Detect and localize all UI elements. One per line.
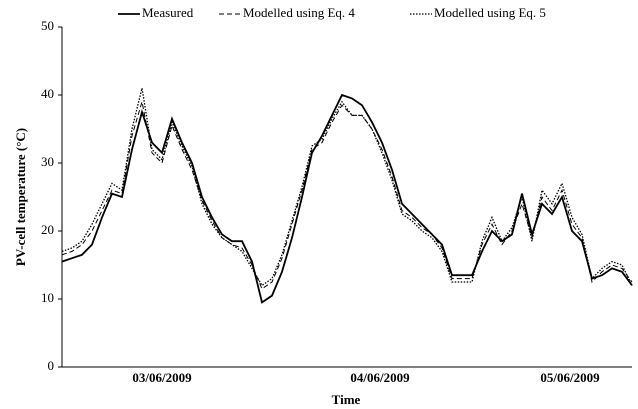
x-tick-label: 03/06/2009 [132, 370, 192, 385]
legend-label: Modelled using Eq. 4 [243, 5, 355, 20]
y-tick-label: 10 [41, 290, 54, 305]
y-tick-label: 40 [41, 86, 54, 101]
y-tick-label: 20 [41, 222, 54, 237]
series-line [61, 88, 633, 287]
y-tick-label: 0 [48, 358, 55, 373]
y-axis-label: PV-cell temperature (°C) [13, 128, 28, 266]
y-tick-label: 50 [41, 18, 54, 33]
series-line [61, 93, 633, 304]
x-axis-label: Time [332, 392, 361, 407]
legend-label: Modelled using Eq. 5 [434, 5, 546, 20]
series-line [61, 101, 633, 290]
x-tick-label: 04/06/2009 [350, 370, 410, 385]
y-tick-label: 30 [41, 154, 54, 169]
legend-label: Measured [142, 5, 194, 20]
x-tick-label: 05/06/2009 [540, 370, 600, 385]
